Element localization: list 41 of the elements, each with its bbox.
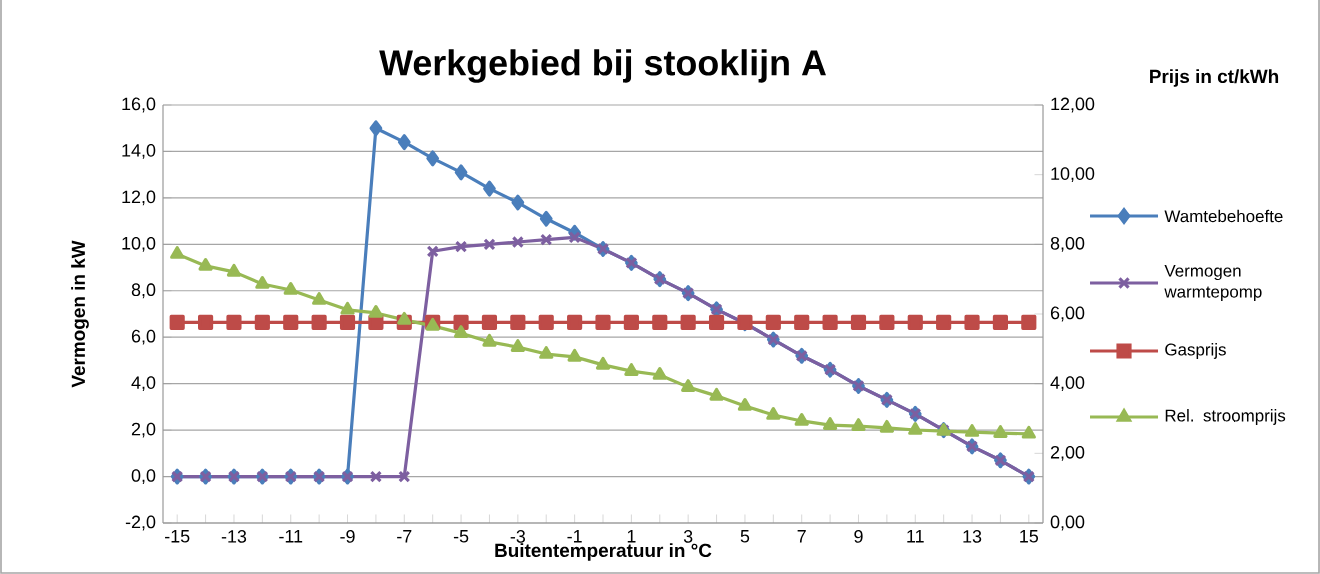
x-tick-label: -15 bbox=[165, 530, 190, 543]
y-axis-title: Vermogen in kW bbox=[71, 240, 89, 388]
x-tick-label: 3 bbox=[683, 530, 693, 543]
x-tick-label: 9 bbox=[854, 530, 863, 543]
legend-label: Wamtebehoefte bbox=[1164, 209, 1283, 223]
y2-tick-label: 6,00 bbox=[1050, 306, 1085, 322]
y-tick-label: 10,0 bbox=[122, 236, 156, 252]
y2-tick-label: 0,00 bbox=[1050, 515, 1085, 531]
y-tick-label: 16,0 bbox=[122, 97, 156, 113]
x-tick-label: -3 bbox=[510, 530, 526, 543]
x-tick-label: 7 bbox=[797, 530, 806, 543]
legend-label: Rel. stroomprijs bbox=[1165, 409, 1286, 425]
y2-tick-label: 12,00 bbox=[1051, 97, 1095, 113]
y-tick-label: 14,0 bbox=[122, 144, 156, 159]
x-tick-label: -9 bbox=[340, 530, 355, 543]
chart-title: Werkgebied bij stooklijn A bbox=[379, 49, 826, 83]
x-tick-label: -13 bbox=[221, 530, 247, 543]
x-tick-label: 1 bbox=[627, 530, 636, 543]
y-tick-label: -2,0 bbox=[125, 515, 156, 531]
y2-tick-label: 10,00 bbox=[1051, 167, 1095, 183]
y-tick-label: 8,0 bbox=[131, 283, 156, 299]
x-tick-label: -7 bbox=[397, 530, 412, 543]
x-tick-label: -1 bbox=[567, 530, 582, 543]
x-tick-label: -11 bbox=[279, 530, 303, 543]
legend-label: Gasprijs bbox=[1165, 343, 1226, 359]
x-tick-label: 15 bbox=[1020, 530, 1039, 543]
x-axis-title: Buitentemperatuur in °C bbox=[495, 543, 712, 561]
y-tick-label: 2,0 bbox=[131, 422, 156, 438]
y2-axis-title: Prijs in ct/kWh bbox=[1150, 69, 1279, 87]
y-tick-label: 0,0 bbox=[131, 469, 156, 484]
x-tick-label: 5 bbox=[740, 530, 750, 543]
x-tick-label: 11 bbox=[907, 530, 924, 543]
y-tick-label: 4,0 bbox=[131, 376, 156, 392]
y2-tick-label: 8,00 bbox=[1050, 236, 1085, 252]
x-tick-label: 13 bbox=[963, 530, 982, 543]
legend-label: Vermogen warmtepomp bbox=[1164, 264, 1262, 302]
y-tick-label: 6,0 bbox=[131, 329, 156, 345]
y-tick-label: 12,0 bbox=[122, 190, 156, 206]
y2-tick-label: 4,00 bbox=[1050, 376, 1085, 392]
y2-tick-label: 2,00 bbox=[1050, 445, 1085, 461]
x-tick-label: -5 bbox=[453, 530, 469, 543]
